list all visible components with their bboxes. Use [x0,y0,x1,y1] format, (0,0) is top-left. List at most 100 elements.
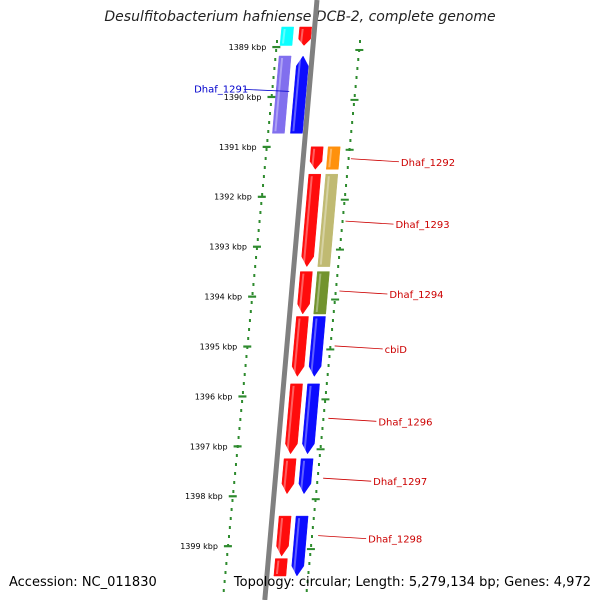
outer-tick-mark [311,498,320,501]
inner-dotted-guide [269,112,272,115]
inner-dotted-guide [262,184,265,187]
outer-dotted-guide [346,166,349,169]
inner-dotted-guide [255,247,258,250]
outer-dotted-guide [341,220,344,223]
outer-dotted-guide [310,544,313,547]
gene-label: Dhaf_1298 [368,535,422,546]
inner-dotted-guide [248,319,251,322]
outer-dotted-guide [320,436,323,439]
inner-dotted-guide [243,373,246,376]
kbp-tick-mark [272,45,281,49]
gene-feature [291,515,309,577]
outer-dotted-guide [357,58,360,61]
outer-dotted-guide [325,382,328,385]
gene-feature-highlight [292,518,301,574]
inner-dotted-guide [259,211,262,214]
genome-backbone [262,0,320,600]
kbp-tick-label: 1396 kbp [195,392,233,401]
gene-feature-highlight [283,460,289,492]
gene-label-leader [334,345,383,350]
gene-feature-highlight [298,273,305,312]
kbp-tick-mark [262,145,271,148]
outer-dotted-guide [311,526,314,529]
outer-tick-mark [335,248,344,251]
inner-dotted-guide [254,265,257,268]
outer-dotted-guide [318,454,321,457]
outer-dotted-guide [359,40,361,43]
gene-feature-highlight [300,29,304,44]
outer-dotted-guide [335,283,338,286]
kbp-tick-mark [243,345,252,348]
gene-feature-highlight [328,148,333,168]
gene-feature [281,458,297,495]
inner-dotted-guide [265,148,268,151]
kbp-tick-label: 1395 kbp [200,342,238,351]
gene-feature-highlight [300,460,306,492]
outer-dotted-guide [350,130,353,133]
kbp-tick-label: 1391 kbp [219,143,257,152]
outer-dotted-guide [334,292,337,295]
outer-dotted-guide [305,589,308,592]
inner-dotted-guide [250,301,253,304]
outer-dotted-guide [317,463,320,466]
outer-tick-mark [321,398,330,401]
gene-feature-highlight [310,318,318,375]
kbp-tick-mark [228,495,237,498]
outer-dotted-guide [324,400,327,403]
inner-dotted-guide [256,238,259,241]
gene-label: Dhaf_1293 [395,220,449,231]
outer-dotted-guide [323,409,326,412]
gene-feature [313,271,330,315]
gene-feature [272,55,292,134]
gene-feature [298,26,312,46]
inner-dotted-guide [271,85,274,88]
gene-feature-highlight [311,148,316,168]
inner-dotted-guide [260,202,263,205]
gene-feature-highlight [293,318,301,375]
outer-dotted-guide [316,481,319,484]
inner-dotted-guide [244,364,247,367]
inner-dotted-guide [274,58,277,61]
gene-feature-highlight [282,29,286,44]
gene-feature [308,316,326,377]
outer-dotted-guide [344,193,347,196]
inner-dotted-guide [258,220,261,223]
outer-dotted-guide [352,103,355,106]
kbp-tick-label: 1389 kbp [229,43,267,52]
topology-label: Topology: circular; Length: 5,279,134 bp… [233,575,591,590]
outer-dotted-guide [327,364,330,367]
gene-feature [285,383,303,455]
inner-dotted-guide [252,283,255,286]
outer-tick-mark [316,448,325,451]
gene-feature [291,316,309,377]
gene-label-leader [328,417,377,422]
inner-dotted-guide [234,472,237,475]
kbp-tick-mark [248,295,257,298]
inner-dotted-guide [227,535,230,538]
gene-feature [302,383,320,455]
gene-label: cbiD [385,345,408,356]
gene-feature [297,271,313,315]
kbp-tick-mark [233,445,242,448]
inner-dotted-guide [261,193,264,196]
outer-dotted-guide [351,121,354,124]
gene-feature [279,26,294,46]
gene-feature [276,515,292,557]
inner-dotted-guide [242,382,245,385]
outer-dotted-guide [349,139,352,142]
inner-dotted-guide [270,94,273,97]
gene-label: Dhaf_1292 [401,158,455,169]
inner-dotted-guide [224,571,227,574]
inner-dotted-guide [257,229,260,232]
gene-feature [326,146,341,170]
outer-dotted-guide [312,517,315,520]
gene-feature-highlight [292,58,302,132]
kbp-tick-label: 1393 kbp [209,243,247,252]
gene-feature [273,558,288,577]
inner-dotted-guide [273,67,276,70]
outer-dotted-guide [345,175,348,178]
outer-tick-mark [306,548,315,551]
outer-dotted-guide [328,355,331,358]
gene-feature-highlight [303,385,312,452]
outer-dotted-guide [338,247,341,250]
